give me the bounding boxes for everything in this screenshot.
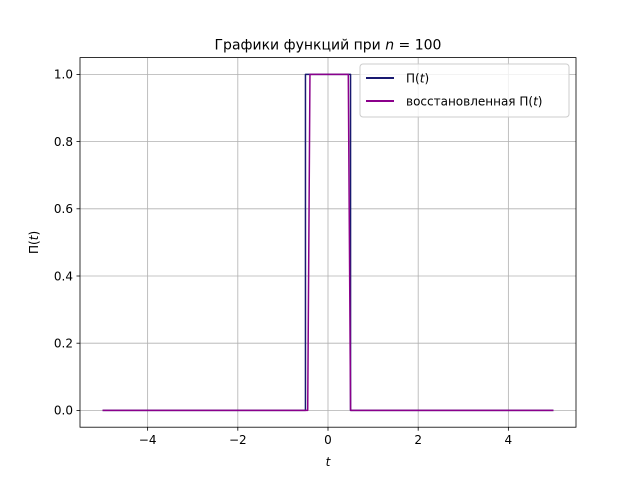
legend-label-pi-pre: Π( <box>406 72 420 86</box>
x-axis-label: t <box>326 455 332 469</box>
x-tick-label: 2 <box>414 433 422 447</box>
legend-label-restored-pre: восстановленная Π( <box>406 95 533 109</box>
legend-label-pi-var: t <box>420 72 426 86</box>
legend: Π(t) восстановленная Π(t) <box>359 63 570 118</box>
chart-title: Графики функций при n = 100 <box>215 38 442 54</box>
y-tick-label: 0.8 <box>54 135 73 149</box>
x-tick-label: −4 <box>139 433 157 447</box>
legend-label-restored: восстановленная Π(t) <box>406 95 542 109</box>
legend-label-restored-var: t <box>533 95 539 109</box>
ticks: −4 −2 0 2 4 0.0 0.2 0.4 0.6 0.8 1.0 <box>54 68 512 448</box>
y-axis-label-var: t <box>27 234 41 240</box>
y-axis-label: Π(t) <box>27 231 41 254</box>
y-tick-label: 0.6 <box>54 202 73 216</box>
y-tick-label: 0.0 <box>54 404 73 418</box>
series-line-restored <box>102 73 554 412</box>
y-tick-label: 0.4 <box>54 269 73 283</box>
y-axis-label-post: ) <box>27 231 41 236</box>
y-tick-label: 1.0 <box>54 68 73 82</box>
chart-title-text: Графики функций при <box>215 38 386 54</box>
x-tick-label: 4 <box>505 433 513 447</box>
legend-label-restored-post: ) <box>538 95 543 109</box>
legend-label-pi: Π(t) <box>406 72 429 86</box>
y-axis-label-pre: Π( <box>27 240 41 254</box>
x-tick-label: −2 <box>229 433 247 447</box>
chart-title-eq: = 100 <box>394 38 441 54</box>
chart-title-var: n <box>385 38 394 54</box>
legend-box <box>359 63 570 118</box>
legend-label-pi-post: ) <box>424 72 429 86</box>
plot-lines <box>102 73 554 412</box>
x-tick-label: 0 <box>324 433 332 447</box>
y-tick-label: 0.2 <box>54 337 73 351</box>
